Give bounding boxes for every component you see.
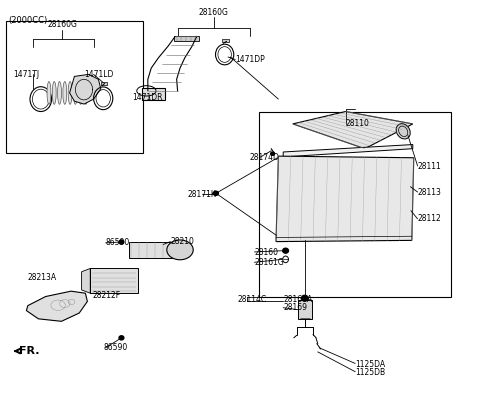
Text: 28111: 28111	[418, 161, 441, 171]
Ellipse shape	[79, 81, 83, 104]
Text: 1471TJ: 1471TJ	[13, 70, 39, 79]
Text: 1471DP: 1471DP	[235, 55, 265, 64]
Polygon shape	[276, 156, 414, 242]
Text: 1125DA: 1125DA	[355, 360, 385, 369]
Text: 86590: 86590	[106, 238, 130, 247]
Circle shape	[119, 240, 124, 244]
Text: FR.: FR.	[19, 346, 40, 356]
Text: 28212F: 28212F	[93, 291, 121, 300]
Text: 28160: 28160	[254, 248, 278, 257]
Bar	[298, 300, 312, 319]
Text: 28210: 28210	[170, 237, 194, 246]
Bar	[259, 112, 451, 297]
Bar	[129, 242, 172, 258]
Bar	[222, 39, 229, 42]
Polygon shape	[283, 145, 413, 157]
Bar	[90, 268, 138, 293]
Circle shape	[301, 295, 308, 301]
Text: 28160G: 28160G	[199, 7, 228, 17]
Text: 28110: 28110	[346, 119, 370, 128]
Text: 1125DB: 1125DB	[355, 368, 385, 377]
Text: 28160A: 28160A	[283, 294, 312, 304]
Polygon shape	[82, 268, 90, 293]
Text: 86590: 86590	[103, 343, 128, 352]
Text: (2000CC): (2000CC)	[9, 16, 48, 25]
Text: 28174D: 28174D	[250, 153, 279, 162]
Bar	[101, 82, 107, 85]
Ellipse shape	[84, 81, 88, 104]
Bar	[142, 88, 165, 100]
Text: 1471DR: 1471DR	[132, 93, 163, 102]
Circle shape	[271, 152, 275, 155]
Bar	[174, 36, 199, 41]
Ellipse shape	[167, 240, 193, 260]
Bar	[6, 21, 143, 153]
Circle shape	[283, 248, 288, 253]
Ellipse shape	[63, 81, 67, 104]
Text: 28169: 28169	[283, 303, 307, 312]
Text: 28213A: 28213A	[28, 273, 57, 282]
Ellipse shape	[47, 81, 51, 104]
Circle shape	[119, 336, 124, 340]
Ellipse shape	[73, 81, 77, 104]
Text: 28113: 28113	[418, 188, 442, 197]
Text: 1471LD: 1471LD	[84, 70, 113, 79]
Text: 28112: 28112	[418, 214, 441, 223]
Polygon shape	[70, 74, 101, 104]
Text: 28114C: 28114C	[238, 294, 267, 304]
Ellipse shape	[396, 124, 410, 139]
Text: 28161G: 28161G	[254, 258, 284, 267]
Text: 28171K: 28171K	[187, 190, 216, 199]
Ellipse shape	[52, 81, 56, 104]
Polygon shape	[293, 112, 413, 149]
Ellipse shape	[68, 81, 72, 104]
Ellipse shape	[58, 81, 61, 104]
Text: 28160G: 28160G	[48, 20, 77, 29]
Polygon shape	[26, 291, 87, 321]
Circle shape	[214, 191, 218, 195]
